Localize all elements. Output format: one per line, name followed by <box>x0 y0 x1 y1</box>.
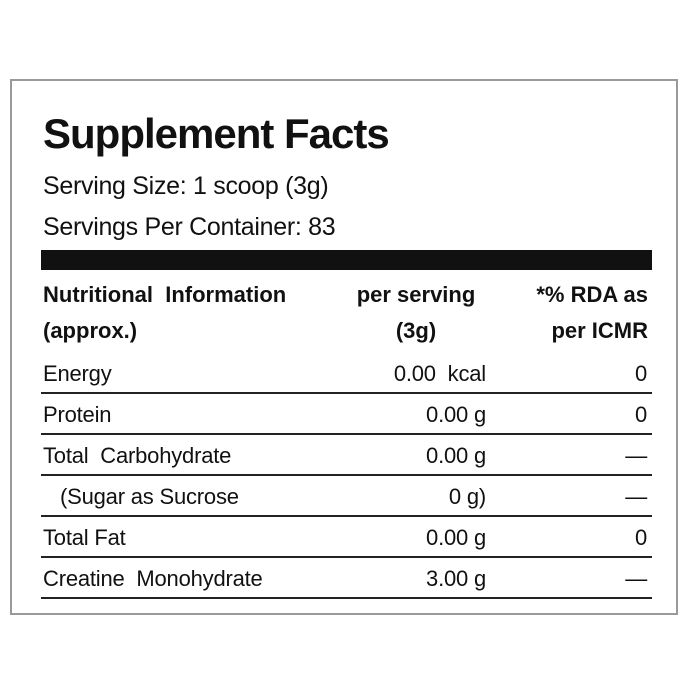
header-col1-line2: (approx.) <box>43 318 138 343</box>
nutrient-amount: 0.00 g <box>426 443 486 468</box>
header-col3-line1: *% RDA as <box>536 282 648 307</box>
nutrient-amount: 0 g) <box>448 484 486 509</box>
table-row: Total Fat 0.00 g 0 <box>41 517 652 558</box>
supplement-facts-panel: Supplement Facts Serving Size: 1 scoop (… <box>10 79 678 615</box>
nutrient-amount: 0.00 g <box>426 525 486 550</box>
header-col2-line1: per serving <box>356 282 476 307</box>
nutrient-rda: 0 <box>634 525 647 550</box>
serving-size: Serving Size: 1 scoop (3g) <box>43 172 329 200</box>
nutrient-rda: — <box>625 484 647 509</box>
nutrient-name: Energy <box>43 361 112 386</box>
nutrient-amount: 0.00 g <box>426 402 486 427</box>
label-title: Supplement Facts <box>43 110 390 157</box>
nutrient-rda: — <box>625 443 647 468</box>
nutrient-amount: 0.00 kcal <box>393 361 486 386</box>
nutrient-rda: — <box>625 566 647 591</box>
nutrient-name: Total Carbohydrate <box>43 443 232 468</box>
servings-per-container: Servings Per Container: 83 <box>43 213 336 241</box>
nutrient-amount: 3.00 g <box>426 566 486 591</box>
header-nutritional-information: Nutritional Information (approx.) <box>43 277 333 349</box>
header-per-serving: per serving (3g) <box>341 277 491 349</box>
divider-bar <box>41 250 652 270</box>
header-col3-line2: per ICMR <box>551 318 648 343</box>
header-col2-line2: (3g) <box>395 318 437 343</box>
nutrient-rda: 0 <box>634 402 647 427</box>
table-row: Energy 0.00 kcal 0 <box>41 353 652 394</box>
header-col1-line1: Nutritional Information <box>43 282 287 307</box>
nutrient-rda: 0 <box>634 361 647 386</box>
nutrient-name: Total Fat <box>43 525 126 550</box>
table-row: Creatine Monohydrate 3.00 g — <box>41 558 652 599</box>
nutrient-name: Protein <box>43 402 112 427</box>
table-row: Total Carbohydrate 0.00 g — <box>41 435 652 476</box>
nutrient-name: (Sugar as Sucrose <box>60 484 239 509</box>
nutrient-table: Energy 0.00 kcal 0 Protein 0.00 g 0 Tota… <box>41 353 652 599</box>
table-header: Nutritional Information (approx.) per se… <box>41 277 652 349</box>
nutrient-name: Creatine Monohydrate <box>43 566 263 591</box>
header-rda: *% RDA as per ICMR <box>498 277 648 349</box>
table-row: Protein 0.00 g 0 <box>41 394 652 435</box>
table-row: (Sugar as Sucrose 0 g) — <box>41 476 652 517</box>
